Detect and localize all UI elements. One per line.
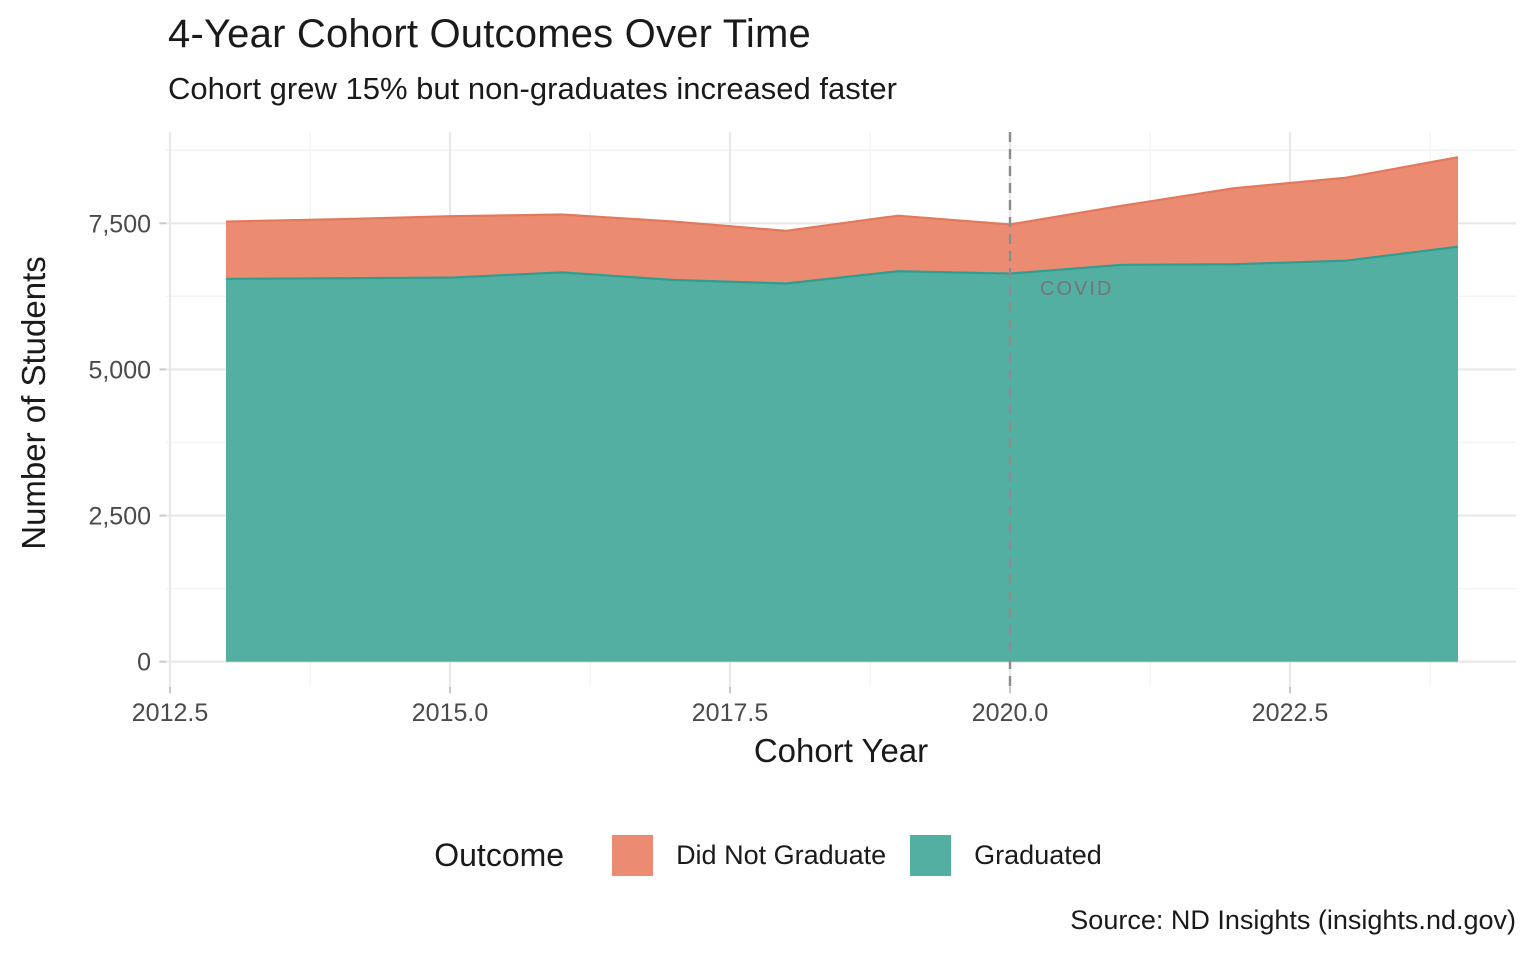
graduated-swatch: [910, 834, 952, 876]
svg-text:7,500: 7,500: [88, 210, 151, 238]
legend-label: Graduated: [974, 839, 1102, 870]
x-axis-title: Cohort Year: [753, 732, 929, 769]
did-not-graduate-line: [225, 156, 1459, 233]
legend-item-did-not-graduate: Did Not Graduate: [612, 834, 887, 876]
graduated-line: [225, 245, 1459, 285]
chart-subtitle: Cohort grew 15% but non-graduates increa…: [168, 71, 897, 106]
svg-text:2020.0: 2020.0: [972, 699, 1048, 727]
did-not-graduate-swatch: [612, 834, 654, 876]
axis-ticks-and-labels: 2012.5 2015.0 2017.5 2020.0 2022.5 0 2,500 5,00…: [88, 210, 1328, 727]
y-axis-title: Number of Students: [15, 256, 52, 550]
svg-text:2022.5: 2022.5: [1252, 699, 1328, 727]
svg-text:2,500: 2,500: [88, 503, 151, 531]
svg-text:5,000: 5,000: [88, 356, 151, 384]
covid-annotation-label: COVID: [1040, 278, 1114, 300]
graduated-area: [226, 246, 1458, 662]
svg-text:0: 0: [137, 649, 151, 677]
svg-text:2012.5: 2012.5: [132, 699, 208, 727]
legend-item-graduated: Graduated: [910, 834, 1102, 876]
legend-title: Outcome: [434, 836, 565, 873]
svg-text:2015.0: 2015.0: [412, 699, 488, 727]
did-not-graduate-area: [226, 157, 1458, 284]
legend-label: Did Not Graduate: [676, 839, 887, 870]
source-note: Source: ND Insights (insights.nd.gov): [1070, 905, 1516, 935]
svg-text:2017.5: 2017.5: [692, 699, 768, 727]
legend: Outcome Did Not Graduate Graduated: [0, 826, 1536, 884]
chart-title: 4-Year Cohort Outcomes Over Time: [168, 12, 811, 56]
